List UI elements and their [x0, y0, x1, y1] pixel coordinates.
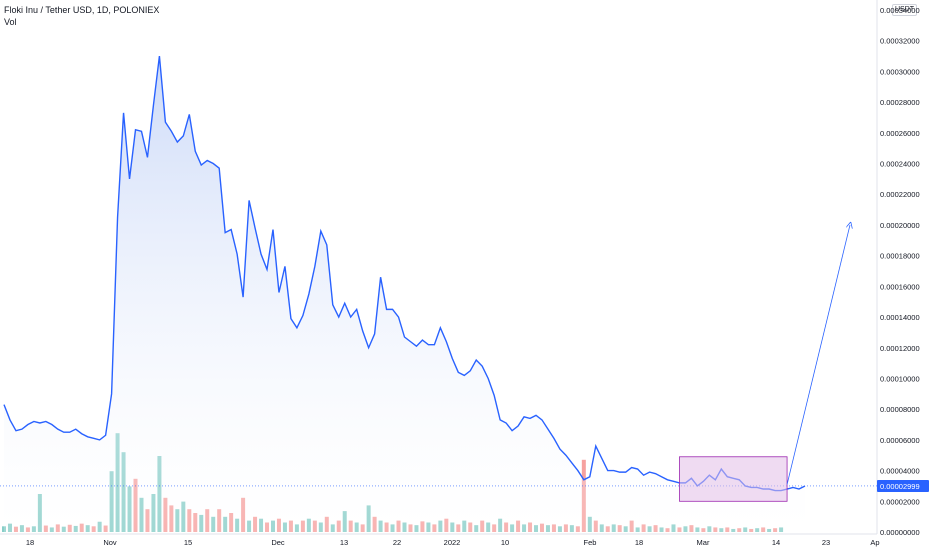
annotations: [679, 225, 850, 502]
y-tick-label: 0.00008000: [880, 405, 920, 414]
x-axis: 18 Nov 15 Dec 13 22 2022 10 Feb 18 Mar 14 23 Ap: [26, 538, 880, 547]
x-tick-label: 10: [501, 538, 509, 547]
x-tick-label: 18: [635, 538, 643, 547]
y-tick-label: 0.00014000: [880, 313, 920, 322]
x-tick-label: 18: [26, 538, 34, 547]
y-tick-label: 0.00030000: [880, 67, 920, 76]
chart-title: Floki Inu / Tether USD, 1D, POLONIEX: [4, 5, 160, 15]
x-tick-label: 14: [772, 538, 780, 547]
x-tick-label: Nov: [103, 538, 117, 547]
price-area-fill: [4, 56, 805, 533]
price-area: [0, 55, 877, 533]
x-tick-label: Ap: [870, 538, 879, 547]
y-axis: 0.00000000 0.00002000 0.00004000 0.00006000…: [880, 6, 920, 537]
y-tick-label: 0.00032000: [880, 37, 920, 46]
projection-arrow[interactable]: [786, 225, 850, 485]
y-tick-label: 0.00010000: [880, 374, 920, 383]
last-price-badge: 0.00002999: [877, 479, 929, 492]
price-line: [3, 55, 806, 492]
volume-label: Vol: [4, 17, 17, 27]
last-price-badge-bg: [877, 479, 929, 492]
y-tick-label: 0.00000000: [880, 528, 920, 537]
y-tick-label: 0.00024000: [880, 160, 920, 169]
y-tick-label: 0.00020000: [880, 221, 920, 230]
last-price-value: 0.00002999: [880, 482, 920, 491]
x-tick-label: Feb: [584, 538, 597, 547]
y-tick-label: 0.00028000: [880, 98, 920, 107]
x-tick-label: Dec: [271, 538, 285, 547]
y-tick-label: 0.00004000: [880, 467, 920, 476]
x-tick-label: 23: [822, 538, 830, 547]
x-tick-label: 2022: [444, 538, 461, 547]
unit-badge[interactable]: USDT: [892, 4, 918, 16]
x-tick-label: 22: [393, 538, 401, 547]
y-tick-label: 0.00034000: [880, 6, 920, 15]
y-tick-label: 0.00022000: [880, 190, 920, 199]
y-tick-label: 0.00012000: [880, 344, 920, 353]
y-tick-label: 0.00016000: [880, 282, 920, 291]
x-tick-label: Mar: [697, 538, 710, 547]
y-tick-label: 0.00002000: [880, 497, 920, 506]
y-tick-label: 0.00026000: [880, 129, 920, 138]
y-tick-label: 0.00018000: [880, 252, 920, 261]
x-tick-label: 15: [184, 538, 192, 547]
y-tick-label: 0.00006000: [880, 436, 920, 445]
highlight-rectangle[interactable]: [679, 456, 788, 502]
chart-legend: Floki Inu / Tether USD, 1D, POLONIEX Vol: [4, 4, 159, 28]
x-tick-label: 13: [340, 538, 348, 547]
